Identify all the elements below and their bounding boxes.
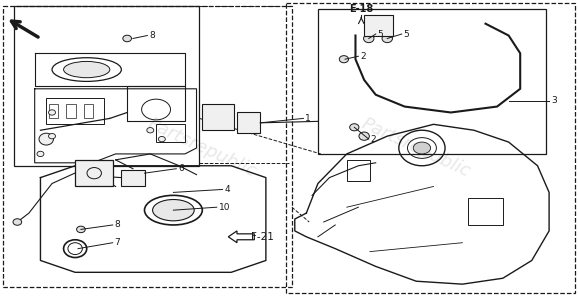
Ellipse shape — [350, 124, 359, 131]
Text: 6: 6 — [178, 164, 184, 173]
Text: 5: 5 — [377, 30, 383, 38]
Ellipse shape — [364, 34, 374, 43]
Text: 2: 2 — [360, 52, 366, 61]
Text: 8: 8 — [114, 221, 120, 229]
Text: 5: 5 — [403, 30, 409, 38]
Bar — [347, 160, 370, 181]
Bar — [156, 124, 185, 142]
Bar — [121, 170, 144, 186]
Bar — [127, 86, 185, 121]
Text: E-18: E-18 — [349, 4, 373, 14]
Text: 3: 3 — [551, 96, 557, 105]
Text: Partsrepublic: Partsrepublic — [145, 115, 260, 181]
Bar — [3, 6, 292, 287]
Ellipse shape — [77, 226, 86, 233]
Ellipse shape — [64, 62, 110, 78]
Text: 4: 4 — [224, 185, 230, 194]
Ellipse shape — [158, 136, 165, 142]
Text: 8: 8 — [149, 31, 155, 40]
Ellipse shape — [68, 243, 83, 255]
Bar — [318, 9, 546, 154]
Text: 7: 7 — [114, 238, 120, 247]
Bar — [237, 112, 260, 133]
Bar — [364, 15, 393, 36]
Bar — [14, 6, 199, 166]
Text: 10: 10 — [218, 203, 230, 212]
Ellipse shape — [147, 128, 154, 133]
Ellipse shape — [39, 133, 54, 145]
Ellipse shape — [37, 151, 44, 157]
Ellipse shape — [339, 56, 349, 63]
Ellipse shape — [49, 133, 55, 139]
Ellipse shape — [382, 34, 392, 43]
Ellipse shape — [413, 142, 431, 154]
Bar — [49, 104, 58, 118]
Text: 1: 1 — [305, 114, 311, 123]
Bar — [75, 160, 113, 186]
Ellipse shape — [49, 110, 55, 115]
Bar — [66, 104, 76, 118]
Text: F-21: F-21 — [250, 232, 273, 242]
Text: 2: 2 — [370, 135, 376, 144]
Text: Partsrepublic: Partsrepublic — [359, 115, 473, 181]
Bar — [46, 98, 104, 124]
Ellipse shape — [123, 35, 132, 42]
Bar — [468, 198, 503, 225]
Ellipse shape — [153, 200, 194, 221]
Bar — [286, 3, 575, 293]
Ellipse shape — [13, 219, 22, 225]
Ellipse shape — [359, 132, 369, 140]
Bar — [202, 104, 234, 130]
Bar — [84, 104, 93, 118]
